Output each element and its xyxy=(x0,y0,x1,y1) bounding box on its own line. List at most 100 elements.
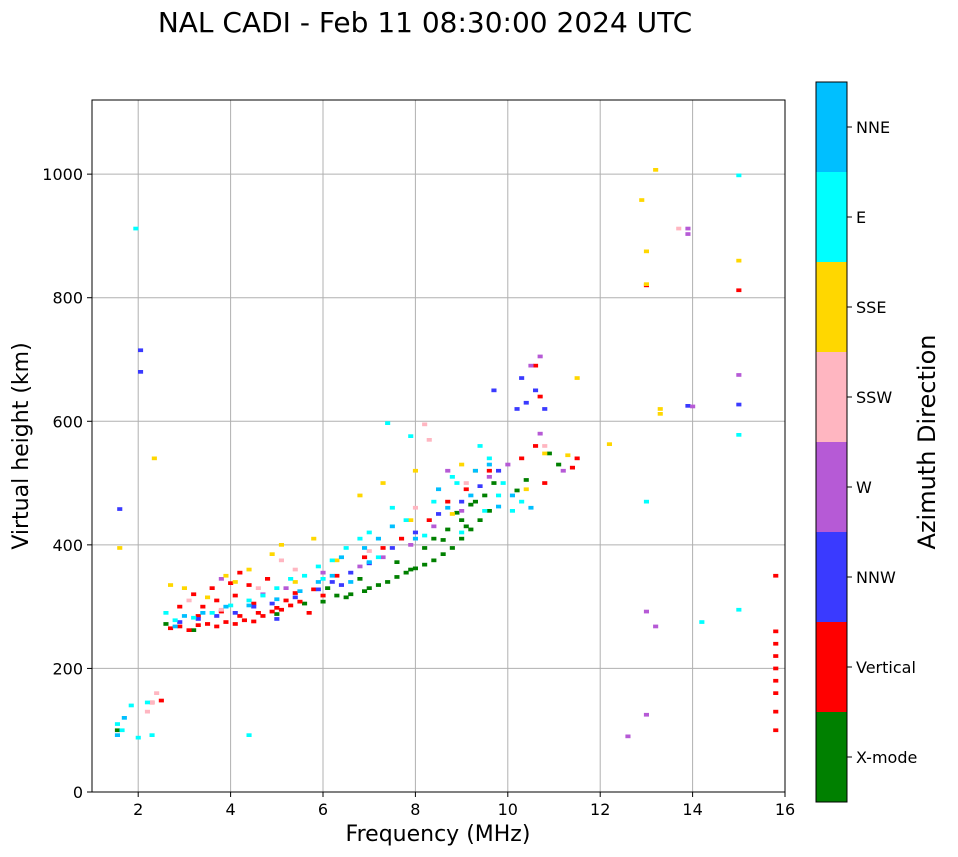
data-point xyxy=(625,734,631,739)
data-point xyxy=(177,620,183,624)
data-point xyxy=(246,567,252,572)
data-point xyxy=(509,493,515,498)
data-point xyxy=(736,258,742,263)
data-point xyxy=(149,733,155,737)
data-point xyxy=(177,604,183,609)
x-tick-label: 14 xyxy=(682,800,702,819)
data-point xyxy=(223,604,229,609)
data-point xyxy=(302,601,308,606)
data-point xyxy=(463,481,469,485)
data-point xyxy=(283,586,289,590)
data-point xyxy=(560,468,566,473)
data-point xyxy=(445,505,451,510)
data-point xyxy=(269,601,275,606)
y-tick-label: 200 xyxy=(52,659,83,678)
data-point xyxy=(482,493,488,498)
chart-title: NAL CADI - Feb 11 08:30:00 2024 UTC xyxy=(158,6,692,39)
data-point xyxy=(408,567,414,572)
data-point xyxy=(519,456,525,461)
data-point xyxy=(389,546,395,550)
x-tick-label: 6 xyxy=(318,800,328,819)
data-point xyxy=(362,546,368,550)
data-point xyxy=(325,586,331,590)
data-point xyxy=(255,586,261,590)
data-point xyxy=(144,700,150,705)
data-point xyxy=(472,468,478,473)
data-point xyxy=(422,562,428,567)
data-point xyxy=(653,168,659,172)
data-point xyxy=(542,481,548,485)
y-tick-label: 600 xyxy=(52,412,83,431)
data-point xyxy=(542,451,548,456)
data-point xyxy=(773,641,779,646)
data-point xyxy=(329,558,335,563)
data-point xyxy=(569,465,575,470)
data-point xyxy=(486,509,492,513)
data-point xyxy=(214,614,220,618)
data-point xyxy=(205,622,211,626)
data-point xyxy=(168,626,174,631)
data-point xyxy=(292,567,298,572)
data-point xyxy=(477,484,483,488)
colorbar-tick-label: NNE xyxy=(856,118,890,137)
data-point xyxy=(736,173,742,178)
data-point xyxy=(653,624,659,629)
data-point xyxy=(426,518,432,522)
data-point xyxy=(477,518,483,522)
data-point xyxy=(362,555,368,560)
data-point xyxy=(657,412,663,416)
data-point xyxy=(297,599,303,604)
data-point xyxy=(144,709,150,714)
y-axis-label: Virtual height (km) xyxy=(9,342,34,549)
data-point xyxy=(241,618,247,623)
data-point xyxy=(736,433,742,437)
data-point xyxy=(362,589,368,593)
data-point xyxy=(315,564,321,569)
data-point xyxy=(412,505,418,510)
data-point xyxy=(533,388,539,393)
data-point xyxy=(514,407,520,411)
colorbar-segment xyxy=(816,622,847,712)
x-tick-label: 8 xyxy=(410,800,420,819)
data-point xyxy=(773,654,779,658)
data-point xyxy=(496,504,502,509)
data-point xyxy=(408,543,414,547)
data-point xyxy=(533,444,539,448)
data-point xyxy=(195,623,201,627)
data-point xyxy=(251,604,257,609)
colorbar-label: Azimuth Direction xyxy=(913,335,941,550)
data-point xyxy=(375,583,381,587)
data-point xyxy=(195,617,201,621)
data-point xyxy=(445,499,451,504)
data-point xyxy=(348,592,354,597)
y-tick-label: 1000 xyxy=(42,165,83,184)
data-point xyxy=(380,546,386,550)
data-point xyxy=(302,573,308,578)
data-point xyxy=(343,595,349,600)
data-point xyxy=(117,507,123,511)
data-point xyxy=(440,538,446,542)
data-point xyxy=(191,592,197,597)
data-point xyxy=(403,570,409,575)
data-point xyxy=(200,611,206,615)
data-point xyxy=(523,478,529,482)
data-point xyxy=(348,570,354,575)
data-point xyxy=(542,407,548,411)
colorbar-tick-label: X-mode xyxy=(856,748,917,767)
colorbar-segment xyxy=(816,532,847,622)
data-point xyxy=(736,373,742,377)
data-point xyxy=(149,700,155,705)
data-point xyxy=(195,614,201,618)
data-point xyxy=(639,198,645,202)
data-point xyxy=(412,566,418,571)
data-point xyxy=(491,388,497,393)
data-point xyxy=(237,570,243,575)
data-point xyxy=(412,530,418,535)
data-point xyxy=(436,512,442,516)
data-point xyxy=(482,509,488,513)
data-point xyxy=(500,481,506,485)
data-point xyxy=(343,546,349,550)
data-point xyxy=(218,577,224,581)
data-point xyxy=(292,580,298,584)
data-point xyxy=(228,603,234,608)
